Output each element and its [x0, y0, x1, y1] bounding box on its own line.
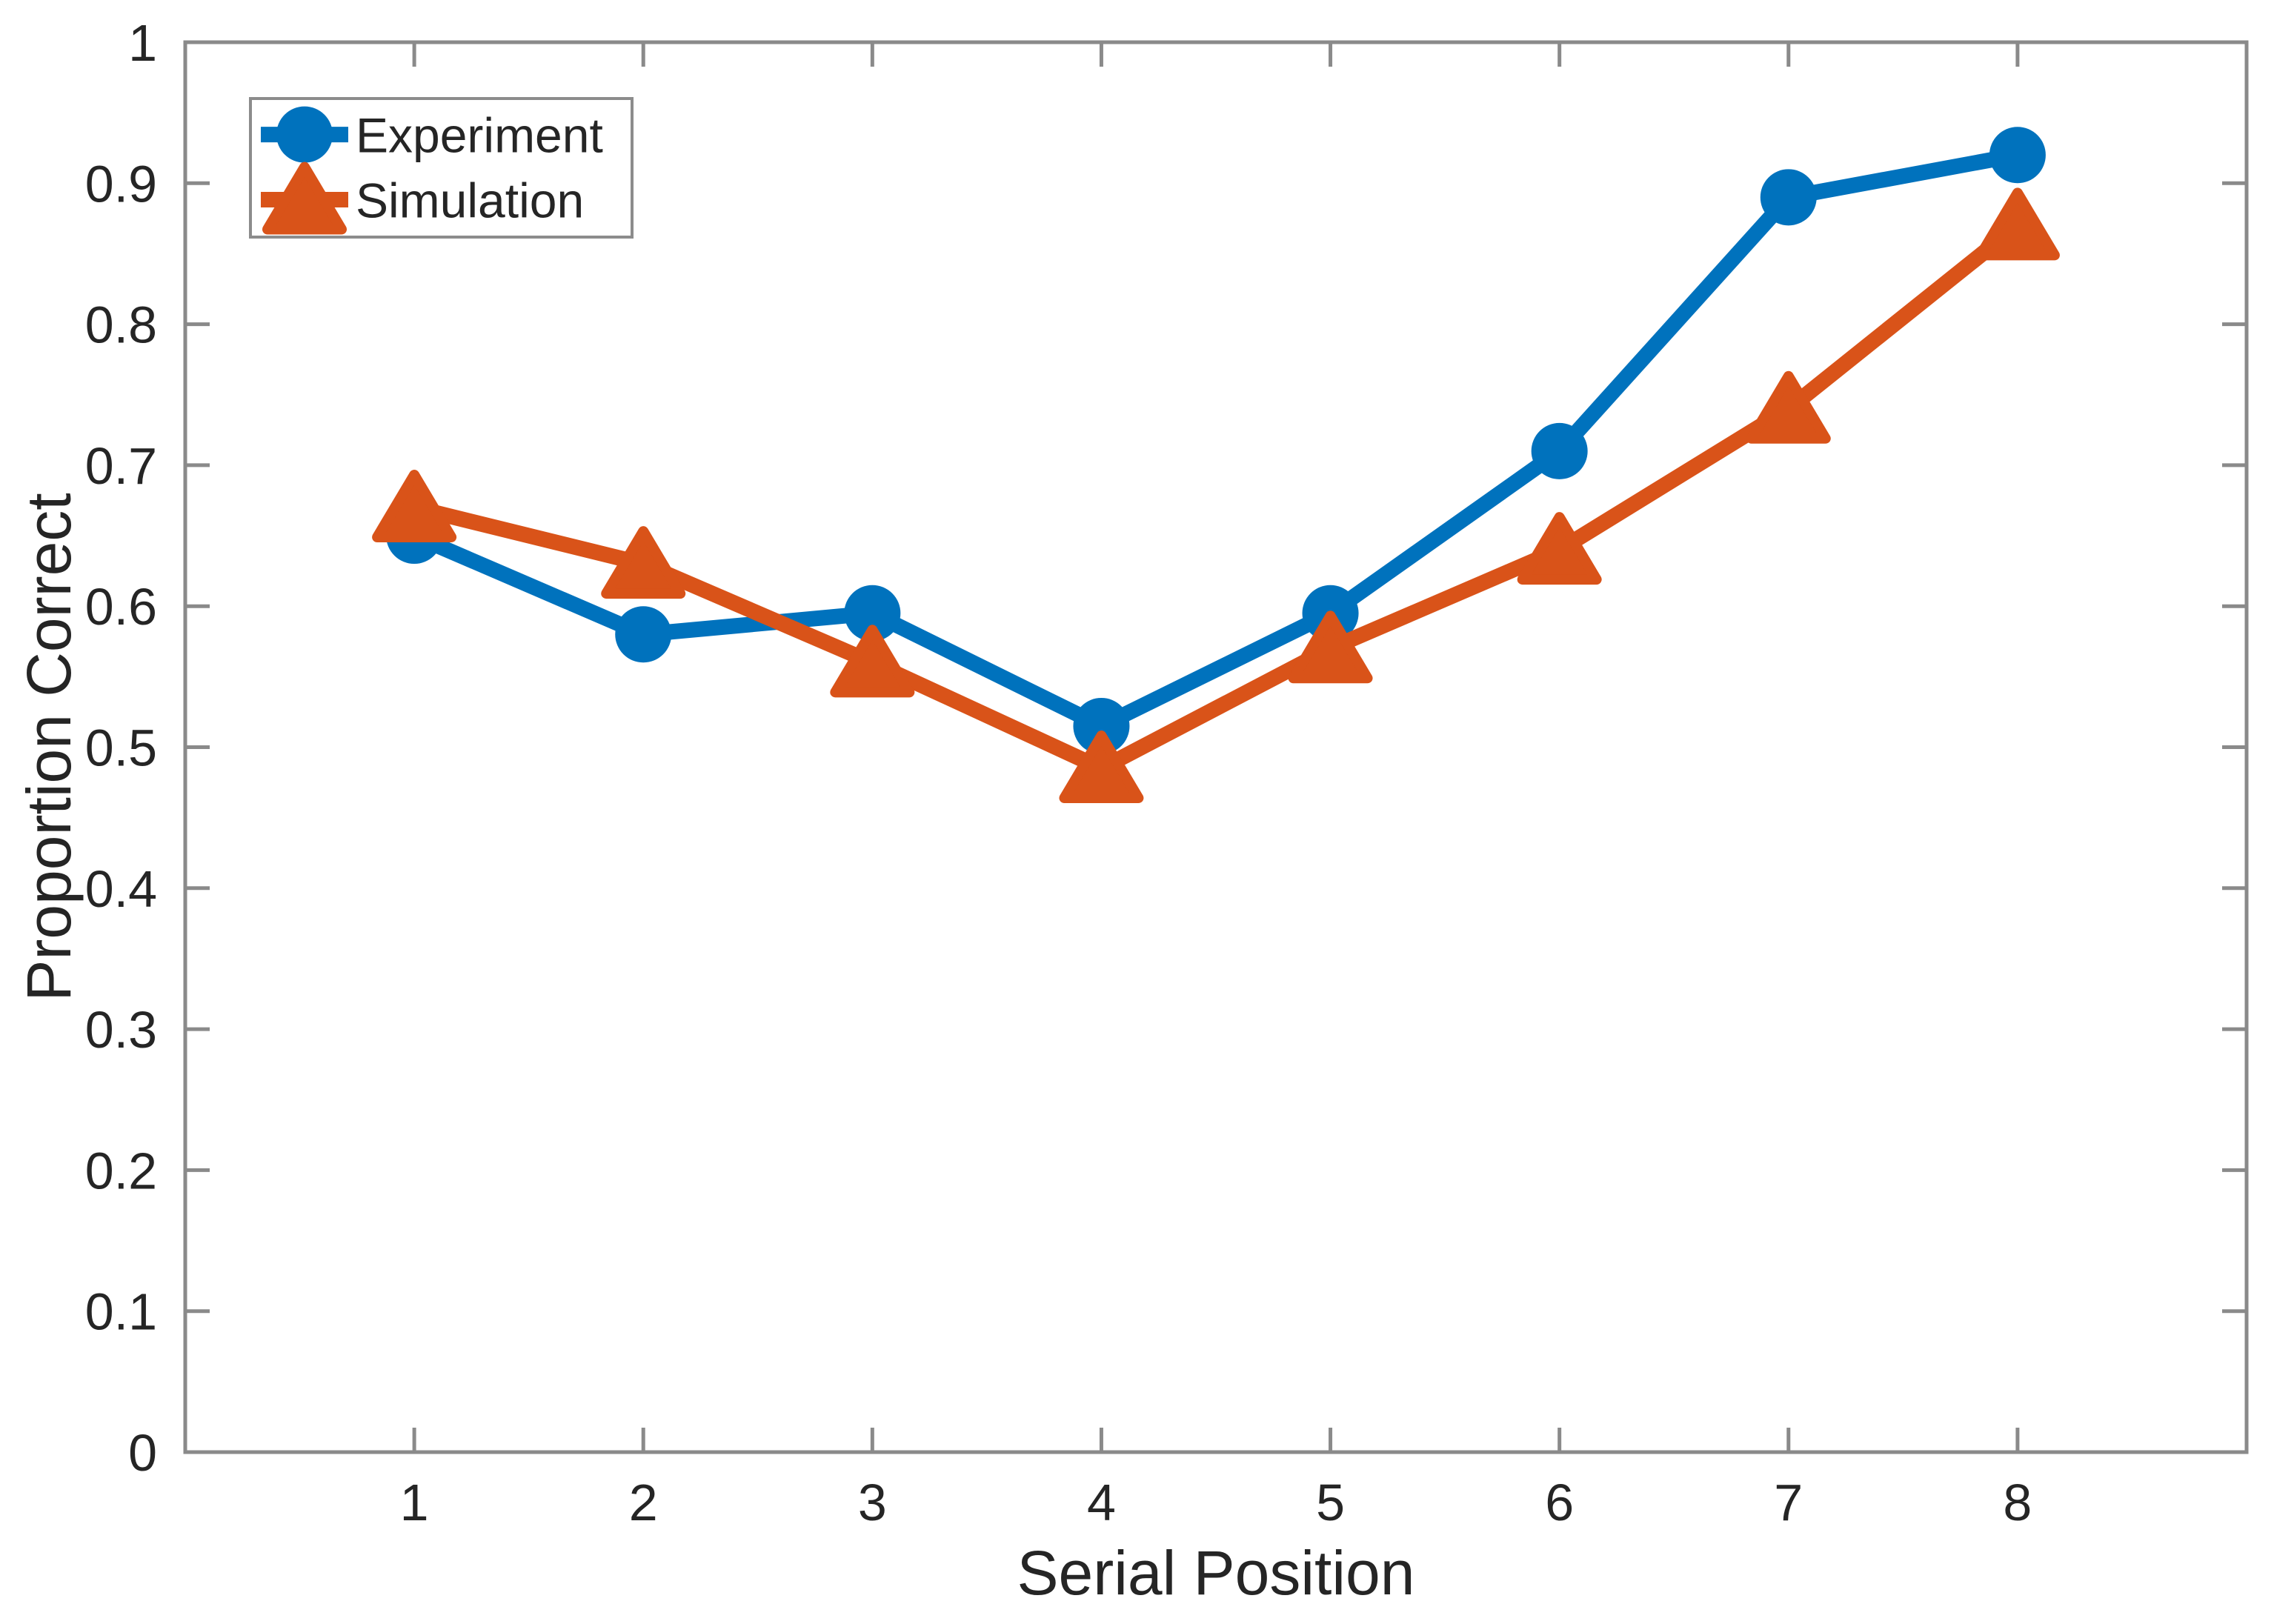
legend-marker-triangle-up: [262, 162, 347, 235]
x-axis-label: Serial Position: [1017, 1538, 1415, 1608]
legend-marker-circle: [276, 106, 333, 163]
x-tick-label: 5: [1316, 1474, 1345, 1531]
simulation-marker: [1059, 731, 1144, 804]
simulation-marker: [1288, 610, 1373, 684]
simulation-marker: [372, 469, 457, 542]
x-tick-label: 2: [629, 1474, 658, 1531]
plot-root: 1 2 3 4 5 6 7 8 0 0.1 0.2 0.3 0.4 0.5 0.6 0.7 0.8 0.9 1 Ser…: [14, 14, 2249, 1608]
x-tick-label: 3: [858, 1474, 887, 1531]
experiment-marker: [1073, 697, 1130, 754]
x-tick-label: 1: [400, 1474, 429, 1531]
y-tick-label: 0.6: [85, 578, 157, 636]
y-tick-label: 0: [128, 1424, 157, 1482]
experiment-marker: [1989, 127, 2046, 184]
experiment-marker: [844, 585, 901, 642]
experiment-marker: [1531, 422, 1588, 479]
experiment-marker: [1760, 169, 1817, 226]
y-tick-label: 1: [128, 14, 157, 72]
plot-area-border: [183, 40, 2249, 1454]
simulation-marker: [830, 625, 915, 698]
simulation-marker: [1975, 187, 2060, 261]
y-tick-label: 0.9: [85, 155, 157, 213]
x-tick-label: 4: [1087, 1474, 1116, 1531]
legend: Experiment Simulation: [249, 97, 634, 239]
y-tick-label: 0.4: [85, 860, 157, 918]
y-axis-label: Proportion Correct: [14, 493, 84, 1001]
legend-entry: Experiment: [261, 106, 603, 163]
y-tick-label: 0.3: [85, 1001, 157, 1059]
y-tick-label: 0.1: [85, 1283, 157, 1341]
simulation-marker: [601, 526, 686, 599]
y-tick-label: 0.2: [85, 1142, 157, 1199]
experiment-marker: [615, 606, 672, 663]
x-tick-label: 6: [1545, 1474, 1574, 1531]
y-tick-label: 0.8: [85, 296, 157, 354]
legend-label: Simulation: [356, 173, 584, 228]
legend-entry: Simulation: [261, 162, 584, 235]
simulation-marker: [1517, 512, 1602, 585]
y-tick-label: 0.7: [85, 437, 157, 495]
experiment-series: [386, 127, 2046, 754]
simulation-marker: [1746, 370, 1831, 444]
simulation-series: [372, 187, 2060, 804]
x-tick-label: 7: [1774, 1474, 1803, 1531]
experiment-line: [406, 147, 2026, 734]
x-tick-label: 8: [2003, 1474, 2032, 1531]
simulation-line: [406, 217, 2026, 776]
y-tick-label: 0.5: [85, 719, 157, 777]
legend-label: Experiment: [356, 108, 603, 163]
